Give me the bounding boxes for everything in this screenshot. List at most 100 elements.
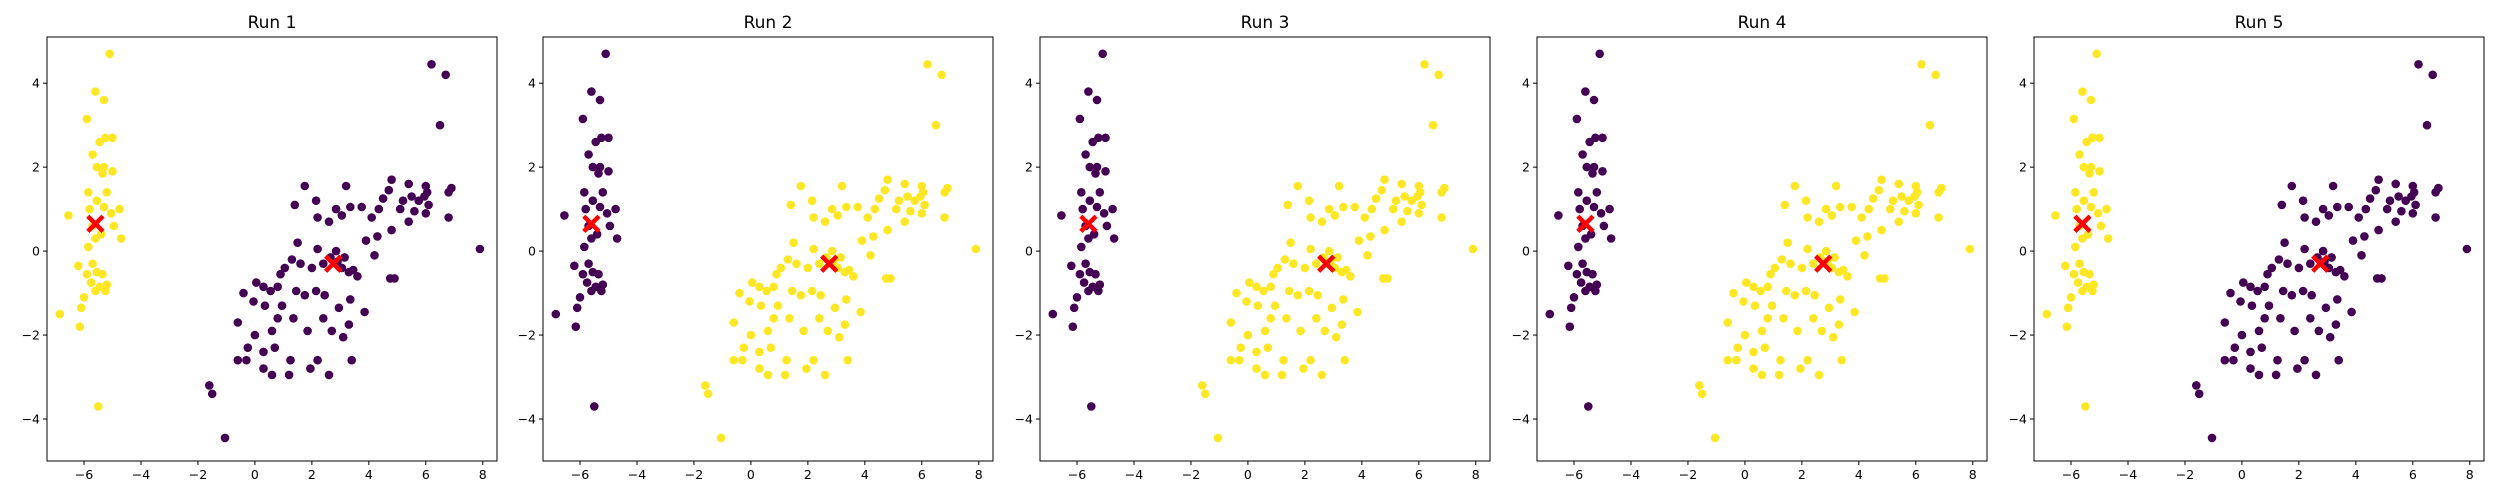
data-point <box>1851 236 1861 245</box>
subplot-2: Run 2 −6 −4 −2 0 2 4 6 8 −4 −2 0 2 4 <box>518 13 994 482</box>
data-point <box>874 194 884 203</box>
x-tick-label: 2 <box>804 467 812 482</box>
data-point <box>2092 49 2101 59</box>
data-point <box>106 209 116 218</box>
data-point <box>1589 95 1599 105</box>
data-point <box>1917 60 1926 69</box>
subplot-5: Run 5 −6 −4 −2 0 2 4 6 8 −4 −2 0 2 4 <box>2009 13 2485 482</box>
data-point <box>331 246 341 256</box>
data-point <box>92 162 102 172</box>
data-point <box>1091 269 1100 279</box>
data-point <box>766 343 776 353</box>
data-point <box>570 261 579 271</box>
data-point <box>1226 318 1236 327</box>
data-point <box>1723 355 1733 365</box>
data-point <box>1554 211 1563 220</box>
data-point <box>2340 272 2349 281</box>
data-point <box>763 370 773 380</box>
data-point <box>903 192 912 201</box>
data-point <box>1814 217 1824 226</box>
data-point <box>1417 200 1426 210</box>
y-tick-label: −4 <box>22 412 40 427</box>
data-point <box>1259 286 1268 296</box>
x-tick-label: −4 <box>132 467 150 482</box>
data-point <box>55 309 65 319</box>
x-tick-label: 4 <box>1358 467 1366 482</box>
data-point <box>1809 314 1818 323</box>
data-point <box>883 175 892 184</box>
data-point <box>1420 60 1429 69</box>
data-point <box>313 244 322 254</box>
data-point <box>802 364 811 373</box>
data-point <box>1317 370 1327 380</box>
data-point <box>1931 70 1940 80</box>
data-point <box>1266 314 1275 323</box>
data-point <box>815 259 824 269</box>
data-point <box>1914 200 1923 210</box>
x-tick-label: 6 <box>2409 467 2417 482</box>
data-point <box>2062 322 2072 332</box>
data-point <box>1403 206 1412 216</box>
data-point <box>1334 181 1344 191</box>
data-point <box>2277 200 2287 210</box>
data-point <box>360 307 369 317</box>
data-point <box>920 200 929 210</box>
data-point <box>1366 232 1375 241</box>
data-point <box>844 265 854 275</box>
data-point <box>1897 192 1906 201</box>
data-point <box>2271 370 2281 380</box>
x-tick-label: 0 <box>747 467 755 482</box>
data-point <box>762 286 771 296</box>
data-point <box>1048 309 1058 319</box>
data-point <box>1733 343 1743 353</box>
y-tick-label: −2 <box>1015 328 1033 343</box>
data-point <box>571 322 581 332</box>
data-point <box>1270 301 1280 311</box>
data-point <box>1695 381 1704 390</box>
data-point <box>866 251 875 260</box>
data-point <box>1407 196 1416 205</box>
data-point <box>2347 307 2356 317</box>
data-point <box>404 179 414 189</box>
data-point <box>2462 244 2472 254</box>
data-point <box>2327 253 2336 262</box>
centroid-marker <box>820 254 839 273</box>
data-point <box>716 433 726 443</box>
data-point <box>1085 162 1095 172</box>
x-tick-label: 2 <box>1301 467 1309 482</box>
data-point <box>1780 200 1790 210</box>
data-point <box>2293 364 2302 373</box>
data-point <box>2078 286 2087 296</box>
data-point <box>1572 269 1582 279</box>
data-point <box>580 188 589 197</box>
data-point <box>82 114 92 124</box>
data-point <box>1830 253 1839 262</box>
data-point <box>373 232 382 241</box>
data-point <box>91 234 100 243</box>
x-tick-label: 8 <box>1969 467 1977 482</box>
data-point <box>242 355 251 365</box>
y-tick-label: 2 <box>528 160 536 175</box>
data-point <box>116 234 126 243</box>
data-point <box>1796 364 1805 373</box>
data-point <box>2264 301 2274 311</box>
data-point <box>1087 402 1096 411</box>
data-point <box>1763 314 1772 323</box>
x-tick-label: −6 <box>571 467 589 482</box>
data-point <box>1079 278 1089 287</box>
data-point <box>2318 204 2328 214</box>
data-point <box>1277 370 1287 380</box>
data-point <box>1783 238 1792 247</box>
data-point <box>2333 202 2342 212</box>
data-point <box>2081 402 2090 411</box>
data-point <box>598 188 608 197</box>
data-point <box>1260 326 1270 336</box>
data-point <box>971 244 981 254</box>
data-point <box>2372 274 2382 283</box>
data-point <box>435 120 445 130</box>
x-tick-label: 0 <box>251 467 259 482</box>
data-point <box>880 185 890 195</box>
data-point <box>1756 286 1765 296</box>
data-point <box>2078 87 2087 96</box>
data-point <box>82 269 92 279</box>
